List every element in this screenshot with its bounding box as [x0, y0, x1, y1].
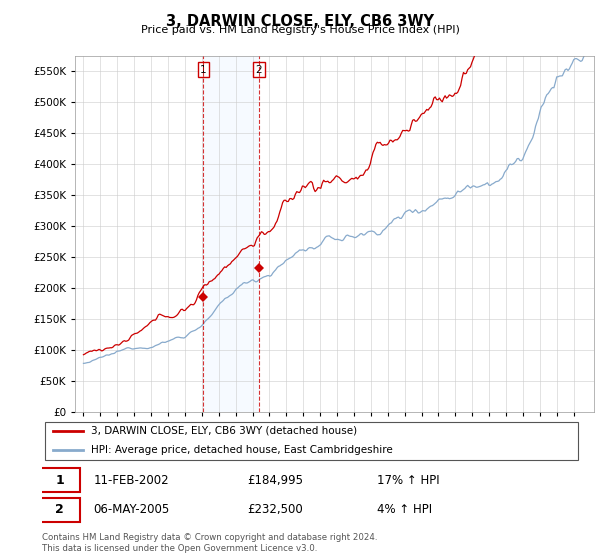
Text: HPI: Average price, detached house, East Cambridgeshire: HPI: Average price, detached house, East…	[91, 445, 392, 455]
Text: 2: 2	[55, 503, 64, 516]
Text: 06-MAY-2005: 06-MAY-2005	[94, 503, 170, 516]
Text: Contains HM Land Registry data © Crown copyright and database right 2024.
This d: Contains HM Land Registry data © Crown c…	[42, 533, 377, 553]
Bar	[203, 56, 259, 412]
Text: 1: 1	[200, 64, 207, 74]
FancyBboxPatch shape	[40, 498, 80, 522]
Text: 2: 2	[256, 64, 262, 74]
Text: 3, DARWIN CLOSE, ELY, CB6 3WY (detached house): 3, DARWIN CLOSE, ELY, CB6 3WY (detached …	[91, 426, 357, 436]
Text: 11-FEB-2002: 11-FEB-2002	[94, 474, 169, 487]
Text: £184,995: £184,995	[247, 474, 303, 487]
Text: Price paid vs. HM Land Registry's House Price Index (HPI): Price paid vs. HM Land Registry's House …	[140, 25, 460, 35]
Text: 3, DARWIN CLOSE, ELY, CB6 3WY: 3, DARWIN CLOSE, ELY, CB6 3WY	[166, 14, 434, 29]
Text: 4% ↑ HPI: 4% ↑ HPI	[377, 503, 432, 516]
FancyBboxPatch shape	[40, 468, 80, 492]
FancyBboxPatch shape	[45, 422, 578, 460]
Text: 1: 1	[55, 474, 64, 487]
Text: 17% ↑ HPI: 17% ↑ HPI	[377, 474, 439, 487]
Text: £232,500: £232,500	[247, 503, 303, 516]
